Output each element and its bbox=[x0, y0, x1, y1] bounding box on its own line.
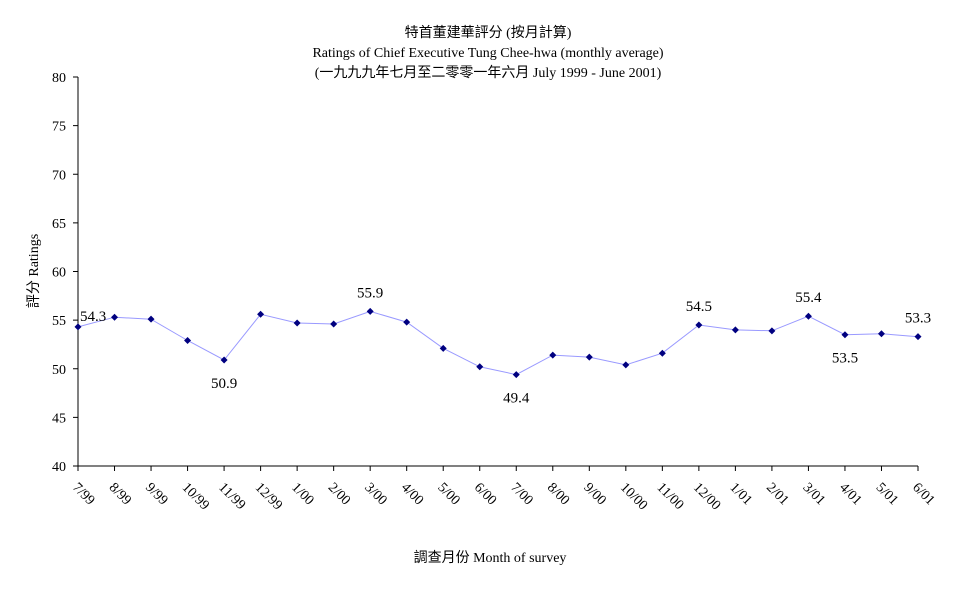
y-axis-title: 評分 Ratings bbox=[26, 234, 42, 308]
series-ratings bbox=[77, 310, 919, 376]
data-point bbox=[330, 320, 338, 328]
x-tick-label: 2/01 bbox=[763, 480, 791, 508]
data-point bbox=[841, 331, 849, 339]
data-point bbox=[549, 351, 557, 359]
x-tick-label: 2/00 bbox=[325, 480, 353, 508]
y-tick-label: 75 bbox=[52, 120, 66, 135]
data-label: 55.4 bbox=[795, 290, 822, 306]
x-tick-label: 8/00 bbox=[544, 480, 572, 508]
x-tick-label: 3/01 bbox=[800, 480, 828, 508]
data-point bbox=[147, 315, 155, 323]
x-tick-label: 5/00 bbox=[434, 480, 462, 508]
data-point bbox=[184, 337, 192, 345]
x-tick-label: 4/00 bbox=[398, 480, 426, 508]
y-tick-label: 65 bbox=[52, 217, 66, 232]
data-point bbox=[512, 371, 520, 379]
data-point bbox=[257, 310, 265, 318]
data-labels: 54.3 50.9 55.9 49.4 54.5 55.4 53.5 53.3 bbox=[80, 285, 931, 406]
x-tick-label: 12/00 bbox=[690, 480, 723, 513]
data-point bbox=[111, 313, 119, 321]
data-point bbox=[220, 356, 228, 364]
data-point bbox=[695, 321, 703, 329]
x-tick-label: 9/99 bbox=[142, 480, 170, 508]
data-point bbox=[804, 312, 812, 320]
data-point bbox=[622, 361, 630, 369]
data-label: 55.9 bbox=[357, 285, 383, 301]
x-tick-label: 3/00 bbox=[361, 480, 389, 508]
data-label: 49.4 bbox=[503, 391, 530, 407]
data-point bbox=[731, 326, 739, 334]
chart-title-english: Ratings of Chief Executive Tung Chee-hwa… bbox=[312, 46, 663, 61]
y-tick-label: 60 bbox=[52, 266, 66, 281]
y-tick-label: 45 bbox=[52, 411, 66, 426]
x-tick-label: 1/00 bbox=[288, 480, 316, 508]
x-tick-label: 1/01 bbox=[727, 480, 755, 508]
x-tick-label: 12/99 bbox=[252, 480, 285, 513]
x-tick-label: 5/01 bbox=[873, 480, 901, 508]
data-point bbox=[658, 349, 666, 357]
data-point bbox=[403, 318, 411, 326]
series-line bbox=[77, 310, 919, 376]
y-tick-label: 70 bbox=[52, 168, 66, 183]
x-tick-label: 6/00 bbox=[471, 480, 499, 508]
chart-title-chinese: 特首董建華評分 (按月計算) bbox=[405, 25, 572, 41]
x-tick-label: 8/99 bbox=[106, 480, 134, 508]
x-tick-label: 7/00 bbox=[507, 480, 535, 508]
x-tick-label: 7/99 bbox=[69, 480, 97, 508]
x-tick-label: 10/99 bbox=[179, 480, 212, 513]
data-point bbox=[293, 319, 301, 327]
data-point bbox=[914, 333, 922, 341]
data-label: 54.5 bbox=[686, 299, 712, 315]
x-tick-label: 9/00 bbox=[580, 480, 608, 508]
data-point bbox=[439, 344, 447, 352]
x-tick-label: 4/01 bbox=[836, 480, 864, 508]
data-point bbox=[768, 327, 776, 335]
x-tick-label: 11/99 bbox=[215, 480, 248, 513]
x-tick-label: 11/00 bbox=[654, 480, 687, 513]
x-tick-label: 10/00 bbox=[617, 480, 650, 513]
y-tick-label: 80 bbox=[52, 71, 66, 86]
data-point bbox=[74, 323, 82, 331]
data-point bbox=[877, 330, 885, 338]
data-label: 53.5 bbox=[832, 351, 858, 367]
y-tick-label: 55 bbox=[52, 314, 66, 329]
x-tick-label: 6/01 bbox=[909, 480, 937, 508]
series-markers bbox=[74, 307, 922, 379]
y-tick-label: 50 bbox=[52, 363, 66, 378]
data-label: 50.9 bbox=[211, 376, 237, 392]
data-label: 53.3 bbox=[905, 311, 931, 327]
x-axis-title: 調查月份 Month of survey bbox=[414, 550, 567, 566]
y-tick-labels: 40 45 50 55 60 65 70 75 80 bbox=[52, 71, 66, 475]
axes bbox=[73, 76, 919, 471]
data-label: 54.3 bbox=[80, 309, 106, 325]
chart-subtitle-period: (一九九九年七月至二零零一年六月 July 1999 - June 2001) bbox=[315, 65, 662, 81]
data-point bbox=[366, 307, 374, 315]
data-point bbox=[585, 353, 593, 361]
x-tick-labels: 7/99 8/99 9/99 10/99 11/99 12/99 1/00 2/00 3/00 4… bbox=[69, 480, 937, 513]
data-point bbox=[476, 363, 484, 371]
y-tick-label: 40 bbox=[52, 460, 66, 475]
